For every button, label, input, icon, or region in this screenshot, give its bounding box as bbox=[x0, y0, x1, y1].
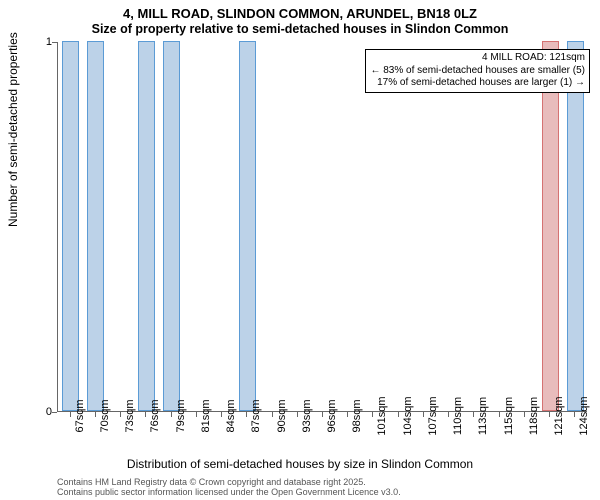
x-tick-label: 115sqm bbox=[503, 397, 515, 435]
x-tick-mark bbox=[499, 412, 500, 417]
x-tick-mark bbox=[448, 412, 449, 417]
x-tick-mark bbox=[322, 412, 323, 417]
x-tick-label: 121sqm bbox=[553, 396, 565, 435]
bar bbox=[239, 41, 256, 411]
bar bbox=[567, 41, 584, 411]
x-tick-mark bbox=[120, 412, 121, 417]
x-tick-label: 90sqm bbox=[276, 399, 288, 432]
x-tick-mark bbox=[196, 412, 197, 417]
x-tick-label: 107sqm bbox=[427, 396, 439, 435]
x-tick-mark bbox=[272, 412, 273, 417]
x-tick-label: 113sqm bbox=[477, 397, 489, 435]
highlight-annotation: 4 MILL ROAD: 121sqm ← 83% of semi-detach… bbox=[365, 49, 590, 93]
x-tick-mark bbox=[95, 412, 96, 417]
x-tick-label: 110sqm bbox=[452, 397, 464, 435]
footer-line: Contains public sector information licen… bbox=[57, 487, 401, 497]
x-axis-label: Distribution of semi-detached houses by … bbox=[0, 457, 600, 471]
x-tick-label: 70sqm bbox=[99, 399, 111, 432]
x-tick-mark bbox=[246, 412, 247, 417]
x-tick-mark bbox=[297, 412, 298, 417]
x-tick-mark bbox=[423, 412, 424, 417]
x-tick-label: 98sqm bbox=[351, 399, 363, 432]
bar bbox=[62, 41, 79, 411]
bar bbox=[138, 41, 155, 411]
x-tick-mark bbox=[221, 412, 222, 417]
plot-area bbox=[57, 42, 587, 412]
x-tick-label: 101sqm bbox=[376, 396, 388, 435]
x-tick-label: 73sqm bbox=[124, 399, 136, 432]
x-tick-mark bbox=[524, 412, 525, 417]
x-tick-label: 93sqm bbox=[301, 399, 313, 432]
annotation-line: 17% of semi-detached houses are larger (… bbox=[370, 77, 585, 90]
x-tick-mark bbox=[171, 412, 172, 417]
property-size-chart: 4, MILL ROAD, SLINDON COMMON, ARUNDEL, B… bbox=[0, 0, 600, 500]
x-tick-mark bbox=[473, 412, 474, 417]
x-tick-label: 79sqm bbox=[175, 399, 187, 432]
x-tick-mark bbox=[574, 412, 575, 417]
bar bbox=[163, 41, 180, 411]
y-tick-mark bbox=[52, 42, 57, 43]
x-tick-mark bbox=[347, 412, 348, 417]
y-tick-mark bbox=[52, 412, 57, 413]
footer-line: Contains HM Land Registry data © Crown c… bbox=[57, 477, 401, 487]
x-tick-label: 81sqm bbox=[200, 399, 212, 432]
x-tick-label: 87sqm bbox=[250, 399, 262, 432]
y-axis-label: Number of semi-detached properties bbox=[6, 32, 20, 227]
chart-subtitle: Size of property relative to semi-detach… bbox=[0, 22, 600, 36]
annotation-line: 4 MILL ROAD: 121sqm bbox=[370, 52, 585, 65]
x-tick-mark bbox=[372, 412, 373, 417]
x-tick-mark bbox=[398, 412, 399, 417]
bar-highlight bbox=[542, 41, 559, 411]
x-tick-label: 124sqm bbox=[578, 396, 590, 435]
annotation-line: ← 83% of semi-detached houses are smalle… bbox=[370, 65, 585, 78]
x-tick-label: 76sqm bbox=[149, 399, 161, 432]
x-tick-label: 67sqm bbox=[74, 399, 86, 432]
x-tick-mark bbox=[145, 412, 146, 417]
chart-title: 4, MILL ROAD, SLINDON COMMON, ARUNDEL, B… bbox=[0, 6, 600, 21]
x-tick-mark bbox=[70, 412, 71, 417]
attribution-footer: Contains HM Land Registry data © Crown c… bbox=[57, 477, 401, 498]
x-tick-label: 96sqm bbox=[326, 399, 338, 432]
bar bbox=[87, 41, 104, 411]
x-tick-label: 118sqm bbox=[528, 397, 540, 435]
x-tick-label: 84sqm bbox=[225, 399, 237, 432]
x-tick-label: 104sqm bbox=[402, 396, 414, 435]
x-tick-mark bbox=[549, 412, 550, 417]
